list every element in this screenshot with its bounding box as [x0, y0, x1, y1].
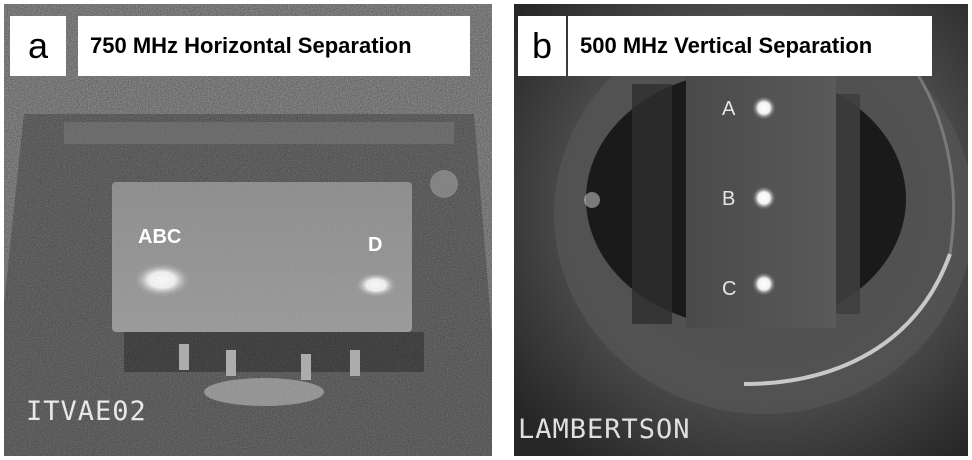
spot-label-d: D	[368, 234, 383, 256]
panel-a-camera-label: ITVAE02	[26, 396, 147, 427]
panel-b-image: b 500 MHz Vertical Separation A B C LAMB…	[514, 4, 968, 456]
panel-b-photo	[514, 4, 968, 456]
panel-b-letter: b	[518, 16, 566, 76]
panel-b-camera-label: LAMBERTSON	[518, 414, 691, 445]
spot-label-c: C	[722, 278, 737, 300]
spot-label-b: B	[722, 188, 736, 210]
spot-label-abc: ABC	[138, 226, 182, 248]
panel-b-title: 500 MHz Vertical Separation	[568, 16, 932, 76]
panel-a-letter: a	[10, 16, 66, 76]
spot-label-a: A	[722, 98, 736, 120]
spot-a	[752, 96, 776, 120]
spot-b	[752, 186, 776, 210]
panel-a-title: 750 MHz Horizontal Separation	[78, 16, 470, 76]
panel-a-image: a 750 MHz Horizontal Separation ABC D IT…	[4, 4, 492, 456]
panel-a-photo	[4, 4, 492, 456]
spot-c	[752, 272, 776, 296]
